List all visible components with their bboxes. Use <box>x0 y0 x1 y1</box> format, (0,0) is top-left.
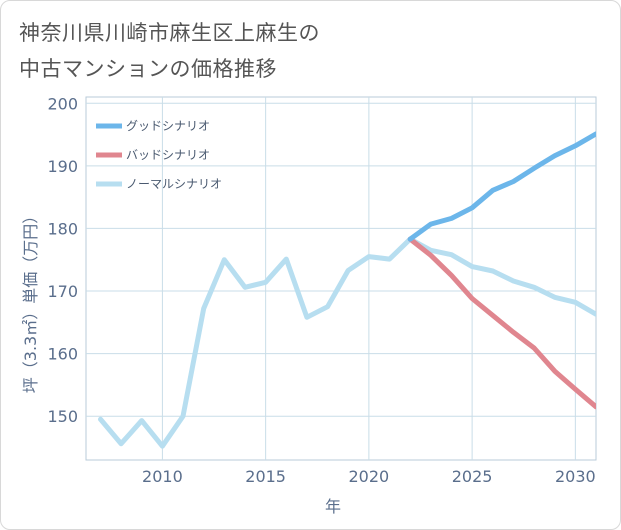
x-tick-label: 2025 <box>452 467 493 486</box>
x-axis-label: 年 <box>325 497 341 516</box>
series-line-bad-scenario <box>407 236 596 410</box>
y-tick-label: 160 <box>47 345 78 364</box>
series-line-normal-scenario <box>98 236 596 449</box>
plot-frame <box>85 96 597 461</box>
y-tick-label: 200 <box>47 94 78 113</box>
y-axis-label: 坪（3.3㎡）単価（万円） <box>21 208 40 393</box>
y-tick-label: 170 <box>47 282 78 301</box>
legend-label-normal-scenario: ノーマルシナリオ <box>126 177 222 191</box>
x-tick-label: 2015 <box>245 467 286 486</box>
x-tick-label: 2030 <box>555 467 596 486</box>
y-tick-label: 180 <box>47 219 78 238</box>
legend-label-bad-scenario: バッドシナリオ <box>126 148 210 162</box>
chart-title-line-2: 中古マンションの価格推移 <box>19 57 277 81</box>
chart-title: 神奈川県川崎市麻生区上麻生の 中古マンションの価格推移 <box>19 15 320 87</box>
y-tick-label: 150 <box>47 407 78 426</box>
x-tick-label: 2010 <box>142 467 183 486</box>
legend-label-good-scenario: グッドシナリオ <box>126 119 210 133</box>
y-tick-label: 190 <box>47 157 78 176</box>
series-line-good-scenario <box>407 131 596 242</box>
chart-title-line-1: 神奈川県川崎市麻生区上麻生の <box>19 21 320 45</box>
x-tick-label: 2020 <box>349 467 390 486</box>
